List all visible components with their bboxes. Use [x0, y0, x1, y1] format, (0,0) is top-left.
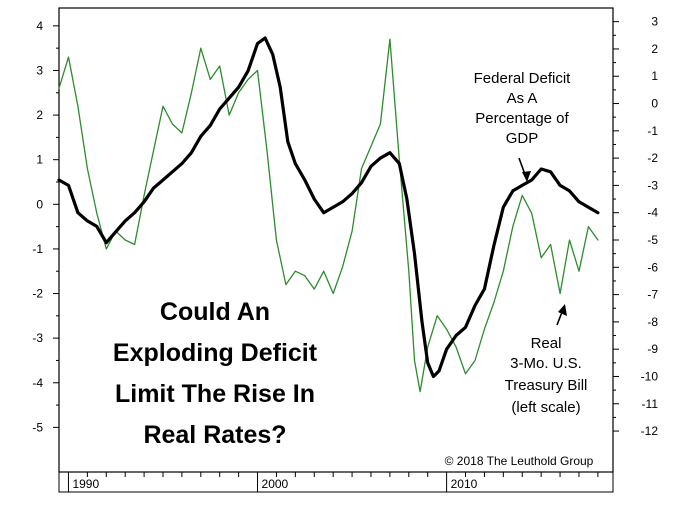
left-tick-label: -3 [32, 331, 43, 345]
right-tick-label: -8 [647, 315, 658, 329]
x-tick-label: 2000 [262, 477, 289, 491]
right-tick-label: -7 [647, 288, 658, 302]
right-tick-label: 2 [651, 42, 658, 56]
x-axis: 1990 2000 2010 [67, 472, 599, 492]
right-tick-label: -5 [647, 233, 658, 247]
left-tick-label: -2 [32, 287, 43, 301]
copyright-text: © 2018 The Leuthold Group [445, 454, 594, 468]
headline-line-3: Limit The Rise In [115, 380, 315, 408]
series-layer [57, 36, 600, 393]
left-tick-label: 0 [36, 197, 43, 211]
tbill-label-line-1: Real [531, 335, 562, 352]
right-tick-label: -6 [647, 260, 658, 274]
x-tick-label: 1990 [72, 477, 99, 491]
right-tick-label: -4 [647, 206, 658, 220]
tbill-label-line-4: (left scale) [511, 399, 580, 416]
deficit-arrow-head [522, 171, 531, 182]
annotation-layer: Federal Deficit As A Percentage of GDP R… [113, 70, 594, 468]
left-tick-label: -4 [32, 376, 43, 390]
right-tick-label: -2 [647, 151, 658, 165]
left-tick-label: -1 [32, 242, 43, 256]
tbill-label-line-3: Treasury Bill [505, 377, 588, 394]
deficit-label-line-3: Percentage of [475, 110, 569, 127]
left-axis: 4 3 2 1 0 -1 -2 -3 -4 -5 [32, 19, 59, 434]
left-tick-label: 4 [36, 19, 43, 33]
headline-line-4: Real Rates? [143, 421, 286, 449]
x-tick-label: 2010 [451, 477, 478, 491]
left-tick-label: 2 [36, 108, 43, 122]
headline-line-2: Exploding Deficit [113, 339, 318, 367]
right-tick-label: -12 [641, 424, 659, 438]
deficit-label-line-4: GDP [506, 130, 539, 147]
headline-line-1: Could An [160, 298, 270, 326]
right-tick-label: 0 [651, 97, 658, 111]
right-tick-label: -11 [642, 397, 659, 411]
tbill-arrow-head [558, 304, 567, 316]
deficit-label-line-1: Federal Deficit [474, 70, 572, 87]
right-axis: 3 2 1 0 -1 -2 -3 -4 -5 -6 -7 -8 -9 -10 -11 -12 [613, 15, 658, 438]
deficit-label-line-2: As A [507, 90, 538, 107]
right-tick-label: -3 [647, 178, 658, 192]
right-tick-label: -1 [647, 124, 658, 138]
x-axis-band [58, 471, 614, 493]
tbill-label-line-2: 3-Mo. U.S. [510, 355, 582, 372]
left-tick-label: -5 [32, 420, 43, 434]
right-tick-label: -10 [641, 369, 659, 383]
left-tick-label: 3 [36, 63, 43, 77]
left-tick-label: 1 [36, 153, 43, 167]
series-line-federal-deficit [57, 36, 600, 379]
right-tick-label: -9 [647, 342, 658, 356]
series-line-real-tbill [58, 38, 599, 393]
right-tick-label: 1 [651, 69, 658, 83]
right-tick-label: 3 [651, 15, 658, 29]
